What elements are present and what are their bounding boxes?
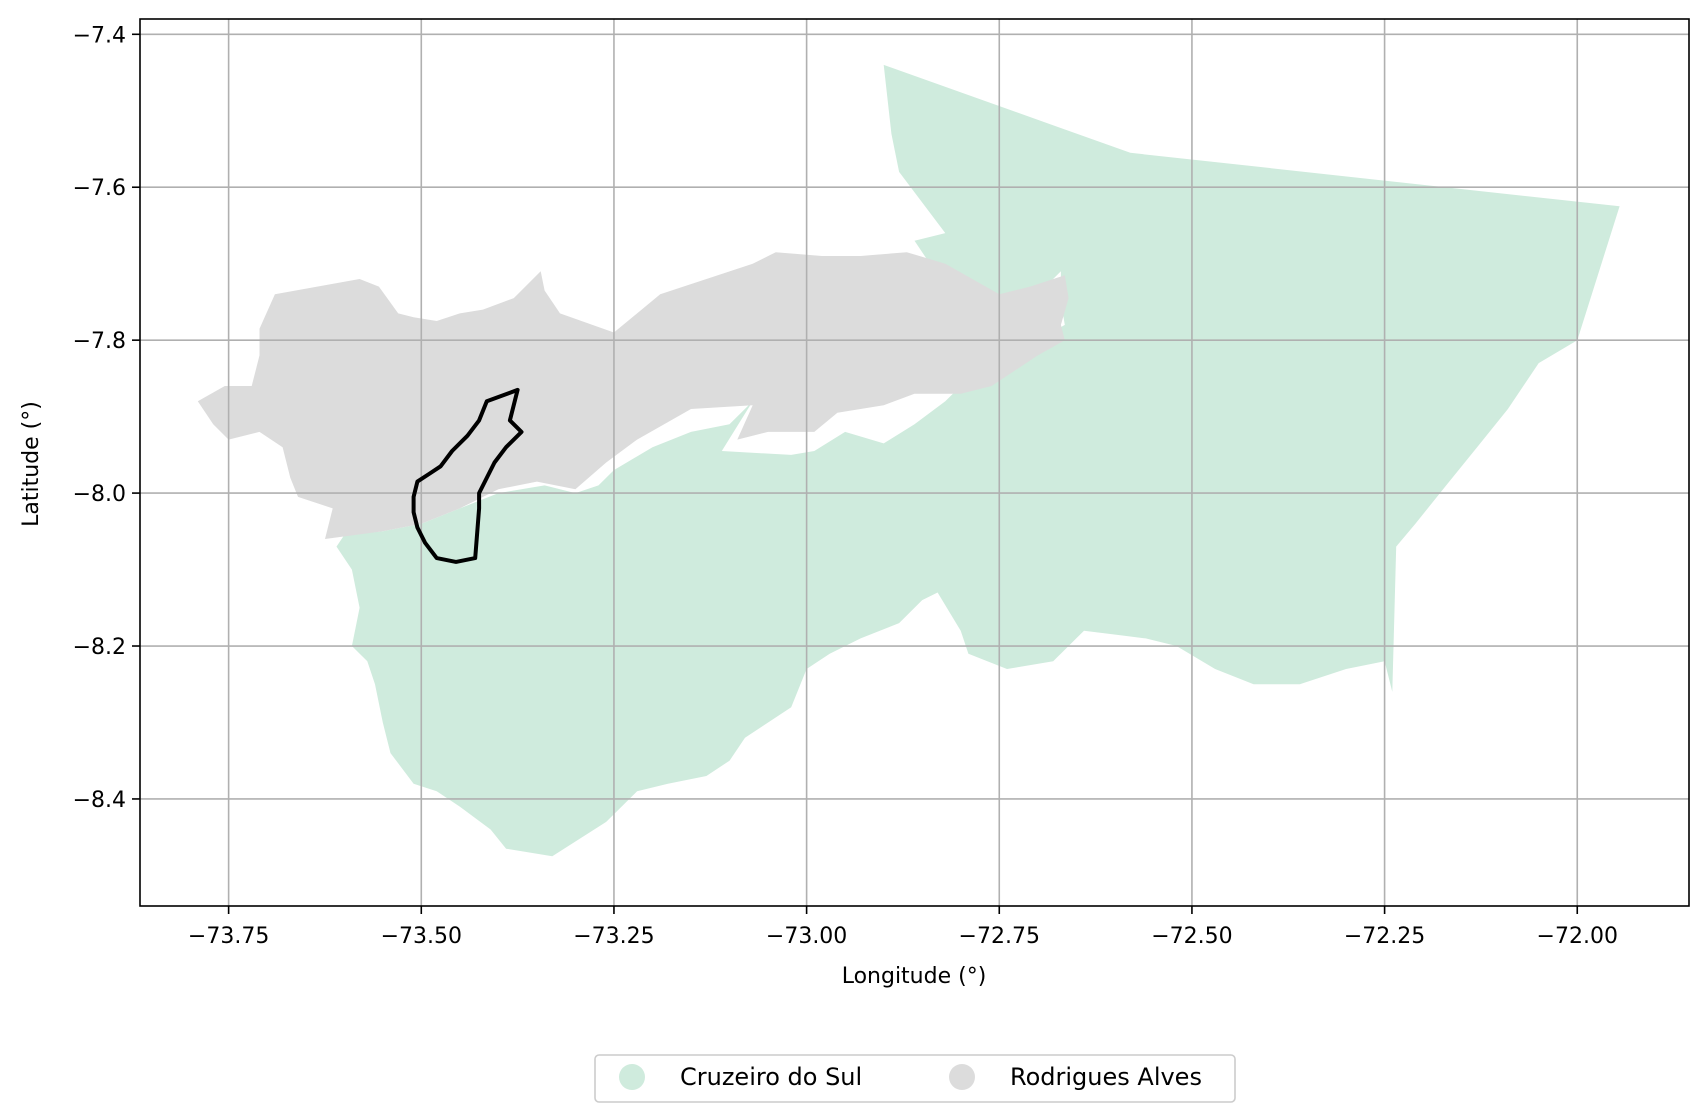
x-tick-label: −73.50 bbox=[381, 924, 462, 949]
y-tick-label: −8.2 bbox=[73, 635, 126, 660]
y-tick-label: −7.8 bbox=[73, 329, 126, 354]
legend-marker-rodrigues-alves bbox=[949, 1064, 975, 1090]
legend-label-rodrigues-alves: Rodrigues Alves bbox=[1010, 1063, 1202, 1091]
y-tick-label: −8.4 bbox=[73, 788, 126, 813]
x-tick-label: −72.75 bbox=[959, 924, 1040, 949]
x-tick-label: −72.00 bbox=[1537, 924, 1618, 949]
x-tick-label: −72.25 bbox=[1344, 924, 1425, 949]
x-axis-title: Longitude (°) bbox=[842, 964, 987, 989]
legend-label-cruzeiro-do-sul: Cruzeiro do Sul bbox=[680, 1063, 862, 1091]
y-tick-label: −7.4 bbox=[73, 23, 126, 48]
x-tick-label: −73.75 bbox=[188, 924, 269, 949]
legend: Cruzeiro do Sul Rodrigues Alves bbox=[595, 1055, 1235, 1102]
x-tick-label: −72.50 bbox=[1151, 924, 1232, 949]
x-tick-label: −73.00 bbox=[766, 924, 847, 949]
legend-marker-cruzeiro-do-sul bbox=[619, 1064, 645, 1090]
y-tick-label: −7.6 bbox=[73, 176, 126, 201]
y-tick-label: −8.0 bbox=[73, 482, 126, 507]
y-axis-title: Latitude (°) bbox=[19, 401, 44, 527]
x-tick-label: −73.25 bbox=[573, 924, 654, 949]
